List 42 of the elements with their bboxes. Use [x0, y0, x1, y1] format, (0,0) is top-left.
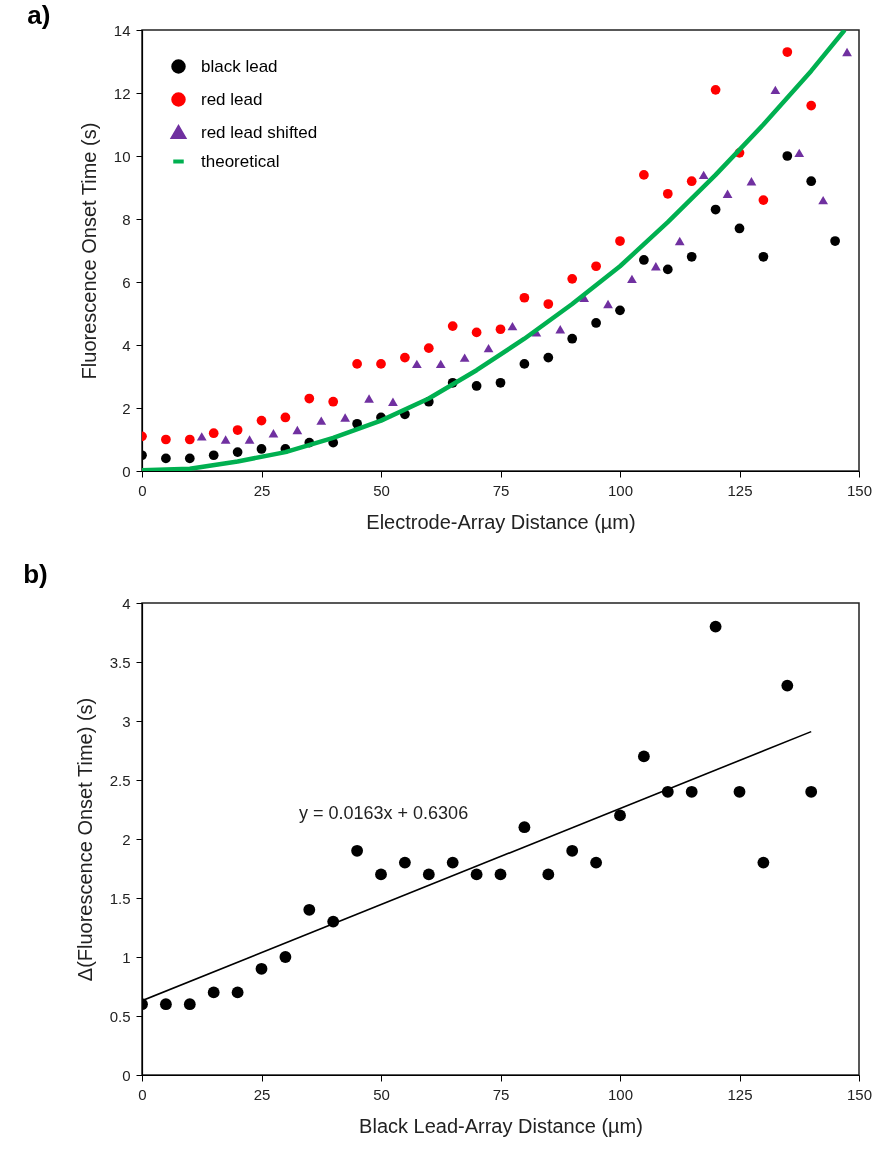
x-axis-title: Black Lead-Array Distance (µm) — [359, 1114, 643, 1137]
y-tick-label: 4 — [122, 336, 131, 354]
x-tick-label: 0 — [138, 1085, 147, 1103]
y-axis-title: Fluorescence Onset Time (s) — [77, 122, 100, 380]
x-tick-label: 0 — [138, 481, 147, 499]
x-tick-label: 125 — [727, 481, 753, 499]
y-tick-label: 1.5 — [109, 889, 131, 907]
legend-label: theoretical — [201, 151, 280, 171]
y-tick-label: 0.5 — [109, 1007, 131, 1025]
x-tick-label: 100 — [607, 1085, 634, 1103]
y-tick-label: 1 — [122, 948, 131, 966]
y-tick-label: 0 — [122, 1066, 131, 1084]
legend-label: red lead shifted — [201, 122, 318, 142]
legend-label: red lead — [201, 89, 263, 109]
x-tick-label: 150 — [846, 1085, 873, 1103]
x-tick-label: 50 — [373, 481, 390, 499]
y-tick-label: 3 — [122, 712, 131, 730]
x-tick-label: 25 — [253, 1085, 271, 1103]
x-tick-label: 50 — [373, 1085, 390, 1103]
x-axis-title: Electrode-Array Distance (µm) — [366, 510, 636, 533]
x-tick-label: 75 — [492, 1085, 510, 1103]
y-tick-label: 6 — [122, 273, 131, 291]
y-tick-label: 2.5 — [109, 771, 131, 789]
y-tick-label: 8 — [122, 210, 131, 228]
y-tick-label: 12 — [113, 84, 131, 102]
y-tick-label: 2 — [122, 830, 131, 848]
x-tick-label: 25 — [253, 481, 271, 499]
x-tick-label: 75 — [492, 481, 510, 499]
legend-label: black lead — [201, 56, 278, 76]
x-tick-label: 150 — [846, 481, 873, 499]
y-axis-title: Δ(Fluorescence Onset Time) (s) — [73, 697, 96, 982]
y-tick-label: 4 — [122, 594, 131, 612]
y-tick-label: 0 — [122, 462, 131, 480]
chart-title: b) — [23, 559, 48, 589]
annotation: y = 0.0163x + 0.6306 — [299, 803, 469, 823]
y-tick-label: 14 — [113, 21, 131, 39]
x-tick-label: 125 — [727, 1085, 753, 1103]
y-tick-label: 3.5 — [109, 653, 131, 671]
chart-title: a) — [27, 0, 51, 30]
y-tick-label: 2 — [122, 399, 131, 417]
y-tick-label: 10 — [113, 147, 131, 165]
x-tick-label: 100 — [607, 481, 634, 499]
